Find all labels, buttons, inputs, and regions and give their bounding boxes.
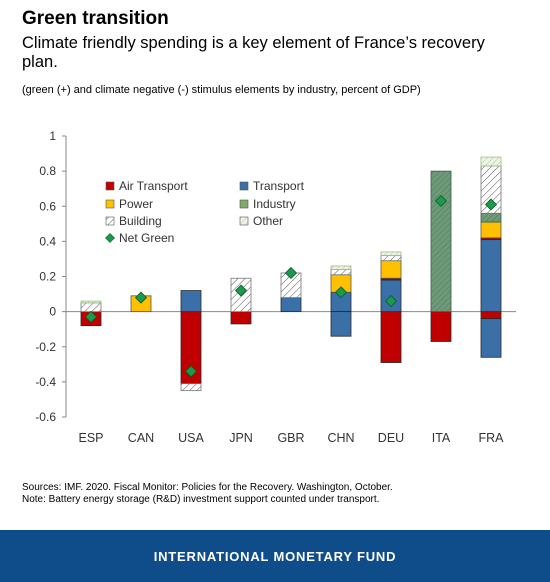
legend-swatch-net-green	[105, 233, 115, 243]
bar-segment-industry	[430, 170, 452, 313]
bar-segment-other	[380, 251, 402, 256]
bar-segment-building	[80, 302, 102, 313]
x-tick-label: CAN	[128, 431, 154, 445]
legend-swatch-air-transport	[105, 181, 115, 191]
legend-swatch-other	[239, 216, 249, 226]
net-green-marker	[484, 198, 498, 211]
sources-note: Sources: IMF. 2020. Fiscal Monitor: Poli…	[22, 482, 393, 506]
chart-title: Green transition	[22, 8, 169, 29]
legend-label: Air Transport	[119, 179, 188, 193]
y-tick-label: 0.6	[39, 199, 56, 213]
bar-segment-air-transport	[430, 311, 452, 342]
net-green-marker	[234, 284, 248, 297]
legend-swatch-transport	[239, 181, 249, 191]
bar-segment-industry	[480, 212, 502, 223]
legend-label: Transport	[253, 179, 305, 193]
x-tick-label: FRA	[479, 431, 505, 445]
legend-label: Power	[119, 197, 153, 211]
bar-segment-power	[480, 221, 502, 239]
bar-segment-other	[80, 300, 102, 304]
x-tick-label: ESP	[78, 431, 103, 445]
chart-subtitle: Climate friendly spending is a key eleme…	[22, 34, 485, 71]
x-tick-label: GBR	[277, 431, 304, 445]
y-tick-label: -0.2	[35, 340, 56, 354]
y-tick-label: -0.4	[35, 375, 56, 389]
bar-segment-air-transport	[230, 311, 252, 325]
net-green-marker	[434, 194, 448, 208]
chart-units-note: (green (+) and climate negative (-) stim…	[22, 84, 421, 96]
bar-segment-transport	[480, 239, 502, 313]
bar-segment-building	[380, 255, 402, 262]
x-tick-label: CHN	[327, 431, 354, 445]
legend-swatch-industry	[239, 199, 249, 209]
y-tick-label: 0	[49, 305, 56, 319]
y-tick-label: -0.6	[35, 410, 56, 424]
net-green-marker	[334, 286, 348, 299]
bar-segment-transport-neg	[330, 311, 352, 337]
net-green-marker	[284, 266, 298, 280]
legend-label: Net Green	[119, 231, 174, 245]
y-tick-label: 0.4	[39, 234, 56, 248]
bar-segment-transport	[280, 297, 302, 313]
legend-swatch-building	[105, 216, 115, 226]
stacked-bar-chart: -0.6 -0.4 -0.2 0 0.2 0.4 0.6 0.8 1 ESP CAN USA JPN GB…	[35, 129, 516, 445]
y-tick-label: 0.2	[39, 270, 56, 284]
legend-swatch-power	[105, 199, 115, 209]
sources-line: Sources: IMF. 2020. Fiscal Monitor: Poli…	[22, 482, 393, 493]
bar-segment-other	[330, 265, 352, 270]
net-green-marker	[84, 310, 98, 323]
net-green-marker	[184, 365, 198, 378]
net-green-marker	[384, 295, 398, 308]
net-green-marker	[134, 291, 148, 304]
legend-label: Building	[119, 214, 162, 228]
footer-banner: INTERNATIONAL MONETARY FUND	[0, 530, 550, 582]
bar-segment-transport-neg	[480, 318, 502, 358]
y-tick-label: 0.8	[39, 164, 56, 178]
bar-segment-transport	[180, 290, 202, 313]
bar-segment-air-transport	[380, 311, 402, 363]
y-tick-label: 1	[49, 129, 56, 143]
bar-segment-building-neg	[180, 383, 202, 392]
note-line: Note: Battery energy storage (R&D) inves…	[22, 494, 380, 505]
x-tick-label: USA	[178, 431, 204, 445]
legend-label: Other	[253, 214, 283, 228]
x-tick-label: JPN	[229, 431, 253, 445]
footer-org-name: INTERNATIONAL MONETARY FUND	[153, 548, 397, 564]
x-tick-label: DEU	[378, 431, 404, 445]
legend-label: Industry	[253, 197, 296, 211]
x-tick-label: ITA	[432, 431, 451, 445]
bar-segment-building	[330, 269, 352, 276]
bar-segment-air-transport	[480, 311, 502, 320]
bar-segment-power	[380, 260, 402, 279]
bar-segment-other	[480, 156, 502, 167]
